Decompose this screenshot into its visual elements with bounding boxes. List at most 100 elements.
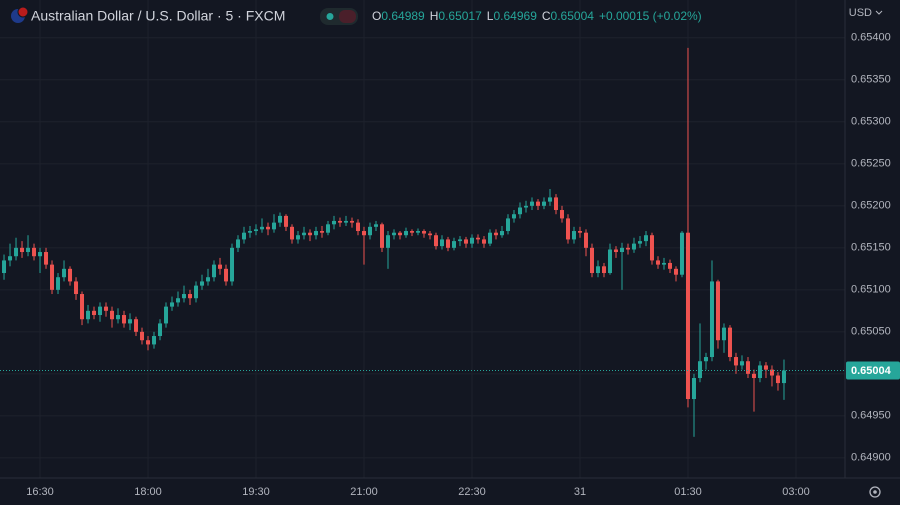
candle-body [709, 281, 714, 358]
ohlc-key: L [487, 9, 494, 23]
candle-body [68, 268, 73, 282]
candle-body [26, 247, 31, 253]
candle-body [110, 310, 115, 320]
candle-body [721, 327, 726, 341]
candle-body [697, 361, 702, 379]
y-tick-label: 0.64900 [851, 452, 891, 464]
candle-body [266, 226, 271, 230]
candle-body [487, 232, 492, 244]
candle-body [32, 247, 37, 257]
candle-body [439, 239, 444, 247]
ohlc-value: 0.65004 [551, 9, 595, 23]
candle-body [451, 241, 456, 248]
y-tick-label: 0.65150 [851, 242, 891, 254]
candle-body [643, 235, 648, 242]
ohlc-legend: O 0.64989 H 0.65017 L 0.64969 C 0.65004 +0.00015… [372, 9, 702, 23]
candle-body [176, 298, 181, 303]
candle-body [2, 260, 7, 274]
candle-body [206, 277, 211, 282]
candle-body [146, 340, 151, 345]
candle-body [332, 220, 337, 225]
candle-body [158, 323, 163, 337]
currency-label[interactable]: USD [849, 7, 872, 19]
candle-body [362, 231, 367, 236]
x-tick-label: 22:30 [458, 486, 486, 498]
candle-body [188, 294, 193, 299]
candle-body [529, 201, 534, 206]
candle-body [218, 264, 223, 269]
x-tick-label: 18:00 [134, 486, 162, 498]
ohlc-key: O [372, 9, 381, 23]
y-tick-label: 0.65100 [851, 284, 891, 296]
candle-body [56, 277, 61, 290]
candle-body [278, 215, 283, 223]
candle-body [763, 365, 768, 370]
x-tick-label: 16:30 [26, 486, 54, 498]
candle-body [74, 281, 79, 295]
candle-body [445, 239, 450, 248]
y-tick-label: 0.65200 [851, 200, 891, 212]
candle-body [122, 315, 127, 324]
candle-body [511, 214, 516, 219]
candle-body [739, 361, 744, 366]
candle-body [751, 373, 756, 379]
candle-body [523, 205, 528, 208]
candle-body [344, 220, 349, 223]
candle-body [691, 378, 696, 400]
currency-caret[interactable] [875, 10, 883, 15]
x-tick-label: 01:30 [674, 486, 702, 498]
candle-body [433, 235, 438, 247]
candle-body [577, 231, 582, 233]
candle-body [775, 375, 780, 384]
candle-body [212, 264, 217, 278]
candle-body [284, 215, 289, 227]
candle-body [200, 281, 205, 286]
gear[interactable] [869, 486, 881, 498]
candle-body [673, 268, 678, 275]
candle-body [559, 210, 564, 219]
candle-body [236, 239, 241, 248]
candle-body [757, 365, 762, 379]
gear-center[interactable] [873, 490, 877, 494]
candle-body [338, 220, 343, 223]
candle-body [499, 231, 504, 236]
candle-body [194, 285, 199, 299]
candle-body [745, 361, 750, 374]
candle-body [541, 201, 546, 206]
candle-body [667, 262, 672, 269]
candle-body [392, 232, 397, 236]
candle-body [565, 218, 570, 240]
candle-body [607, 249, 612, 274]
market-toggle[interactable] [320, 8, 358, 25]
candle-body [769, 369, 774, 376]
candle-body [248, 231, 253, 233]
candle-body [613, 249, 618, 253]
candle-body [416, 231, 421, 233]
candle-body [38, 252, 43, 257]
x-tick-label: 19:30 [242, 486, 270, 498]
candle-body [655, 260, 660, 265]
candle-body [308, 232, 313, 236]
candle-body [230, 247, 235, 282]
candle-body [421, 231, 426, 234]
candle-body [50, 264, 55, 290]
symbol-title: Australian Dollar / U.S. Dollar · 5 · FX… [31, 8, 285, 24]
candle-body [631, 243, 636, 250]
candle-body [152, 336, 157, 345]
ohlc-value: 0.64969 [493, 9, 537, 23]
candle-body [553, 197, 558, 211]
candle-body [589, 247, 594, 274]
candle-body [296, 235, 301, 240]
candle-body [481, 239, 486, 244]
candle-body [92, 310, 97, 316]
candle-body [170, 302, 175, 307]
ohlc-key: C [542, 9, 551, 23]
y-tick-label: 0.65300 [851, 116, 891, 128]
candle-body [302, 232, 307, 236]
x-tick-label: 31 [574, 486, 586, 498]
settings-button[interactable] [869, 486, 881, 498]
candle-body [44, 252, 49, 265]
candle-body [493, 232, 498, 236]
candle-body [595, 266, 600, 274]
